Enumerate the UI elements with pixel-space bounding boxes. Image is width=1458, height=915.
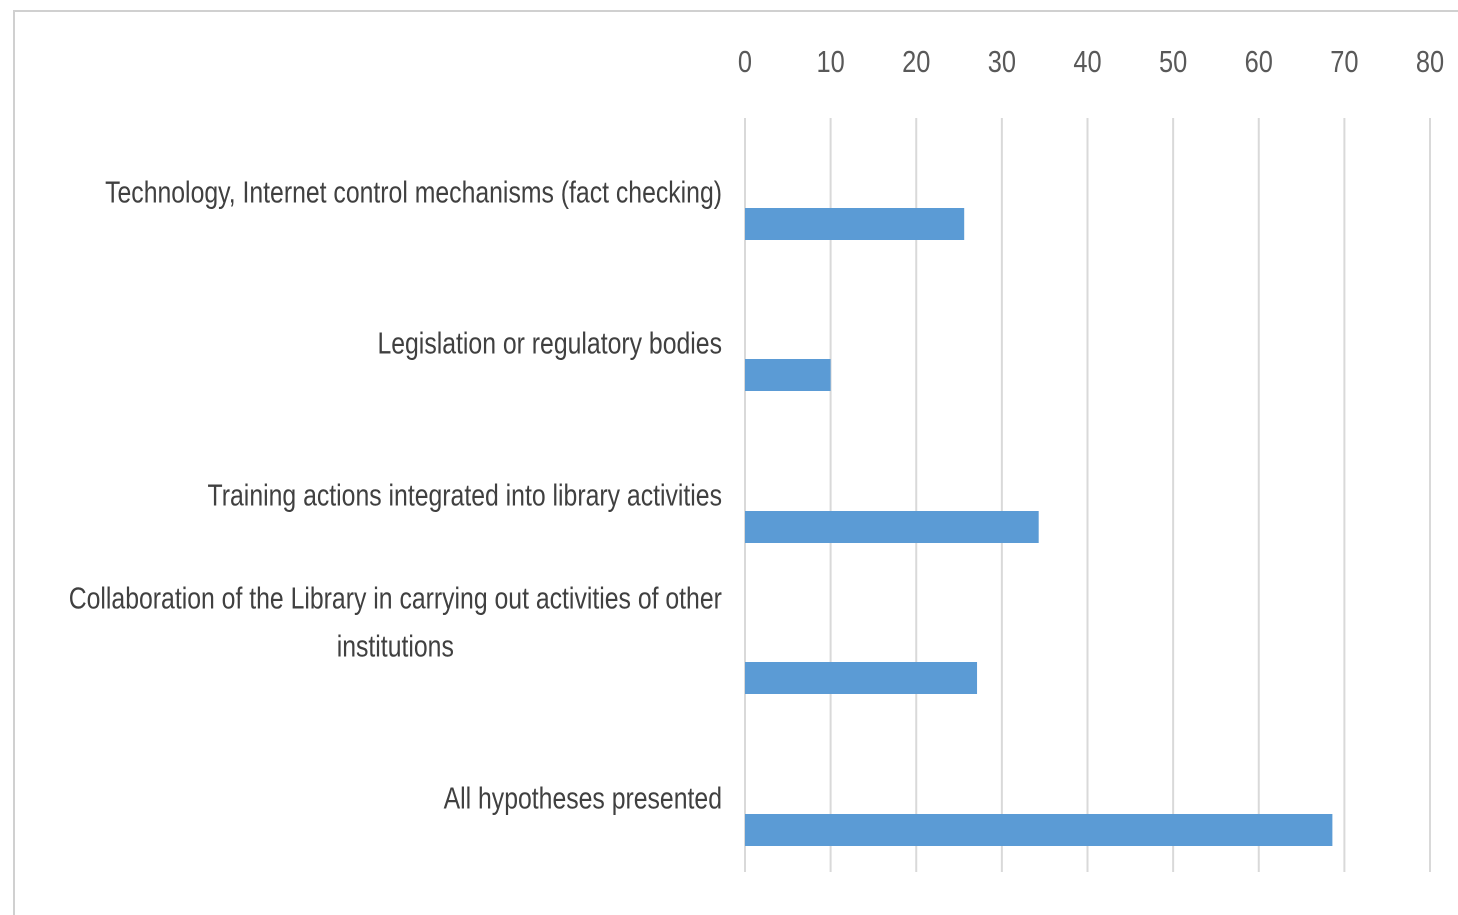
x-tick-label: 70: [1330, 45, 1358, 80]
category-label-line: All hypotheses presented: [444, 781, 722, 815]
x-tick-label: 80: [1416, 45, 1444, 80]
x-tick-label: 40: [1073, 45, 1101, 80]
bar: [745, 511, 1039, 543]
x-tick-label: 30: [988, 45, 1016, 80]
category-label: Collaboration of the Library in carrying…: [69, 581, 722, 663]
chart-frame: [13, 10, 1458, 915]
bar: [745, 814, 1333, 846]
category-label-line: Training actions integrated into library…: [208, 478, 722, 512]
category-label-line: Legislation or regulatory bodies: [377, 326, 722, 360]
category-label: All hypotheses presented: [444, 781, 722, 815]
category-label-line: institutions: [337, 629, 454, 663]
x-tick-label: 20: [902, 45, 930, 80]
x-tick-label: 50: [1159, 45, 1187, 80]
x-axis-ticks: 0 10 20 30 40 50 60 70 80: [738, 45, 1444, 80]
category-labels: Technology, Internet control mechanisms …: [69, 175, 722, 815]
bar: [745, 359, 831, 391]
category-label: Legislation or regulatory bodies: [377, 326, 722, 360]
category-label: Training actions integrated into library…: [208, 478, 722, 512]
bars: [745, 208, 1333, 846]
x-tick-label: 60: [1245, 45, 1273, 80]
category-label: Technology, Internet control mechanisms …: [105, 175, 722, 209]
bar: [745, 662, 978, 694]
x-tick-label: 0: [738, 45, 752, 80]
category-label-line: Technology, Internet control mechanisms …: [105, 175, 722, 209]
gridlines: [744, 118, 1431, 872]
category-label-line: Collaboration of the Library in carrying…: [69, 581, 722, 615]
x-tick-label: 10: [816, 45, 844, 80]
bar: [745, 208, 965, 240]
